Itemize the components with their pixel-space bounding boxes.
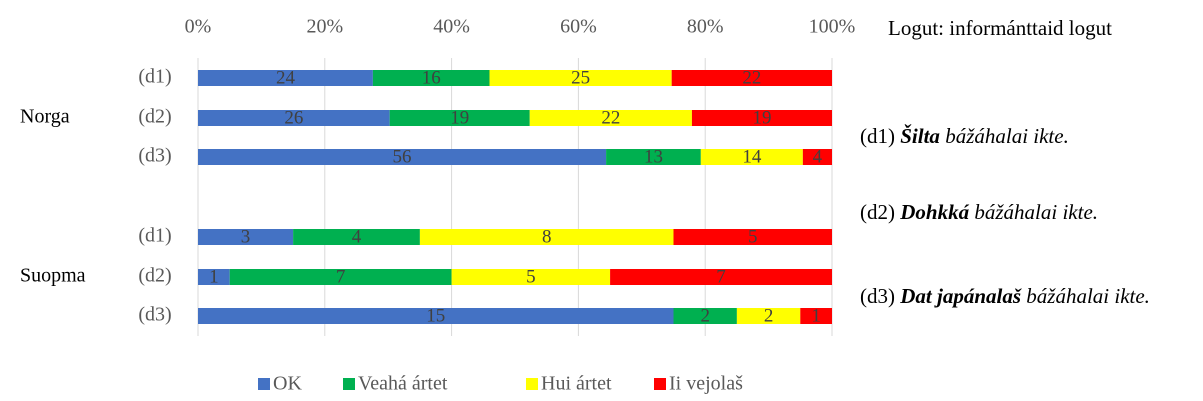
y-tick-label: (d2) (138, 265, 171, 287)
y-tick-label: (d2) (138, 106, 171, 128)
x-tick-label: 20% (306, 16, 343, 38)
legend-label: Veahá ártet (358, 373, 448, 395)
y-tick-label: (d1) (138, 225, 171, 247)
note: (d3) Dat japánalaš bážáhalai ikte. (860, 276, 1154, 316)
data-label: 4 (813, 146, 823, 167)
bar-segment (198, 149, 607, 165)
bar-segment (610, 269, 832, 285)
note-bold: Dat japánalaš (900, 284, 1022, 308)
data-label: 14 (742, 146, 762, 167)
note: (d2) Dohkká bážáhalai ikte. (860, 192, 1194, 232)
bar-segment (736, 308, 801, 324)
bar-segment (529, 110, 692, 126)
data-label: 2 (764, 305, 774, 326)
legend-swatch (343, 378, 355, 390)
bar-segment (389, 110, 530, 126)
data-label: 26 (284, 107, 303, 128)
data-label: 2 (700, 305, 710, 326)
note-code: (d2) (860, 200, 895, 224)
data-label: 24 (276, 67, 296, 88)
group-label: Suopma (20, 265, 86, 287)
data-label: 7 (336, 266, 346, 287)
data-label: 5 (526, 266, 536, 287)
x-tick-label: 60% (560, 16, 597, 38)
note-text: bážáhalai ikte. (974, 200, 1099, 224)
x-tick-label: 40% (433, 16, 470, 38)
data-label: 22 (601, 107, 620, 128)
note-text: bážáhalai ikte. (1026, 284, 1150, 308)
bar-segment (700, 149, 803, 165)
note-code: (d3) (860, 284, 895, 308)
data-label: 22 (742, 67, 761, 88)
bar-segment (293, 229, 420, 245)
bar-segment (489, 70, 672, 86)
bar-segment (198, 269, 230, 285)
legend-label: Ii vejolaš (669, 373, 743, 395)
data-label: 56 (393, 146, 412, 167)
data-label: 19 (752, 107, 771, 128)
bar-segment (673, 308, 737, 324)
note-bold: Dohkká (900, 200, 970, 224)
data-label: 4 (352, 226, 362, 247)
data-label: 15 (426, 305, 445, 326)
bar-segment (198, 229, 294, 245)
bar-segment (606, 149, 701, 165)
note-text: bážáhalai ikte. (945, 124, 1069, 148)
bar-segment (802, 149, 832, 165)
x-tick-label: 0% (185, 16, 212, 38)
x-tick-label: 80% (687, 16, 724, 38)
data-label: 13 (644, 146, 663, 167)
bar-segment (691, 110, 832, 126)
bar-segment (671, 70, 832, 86)
bar-segment (419, 229, 674, 245)
data-label: 3 (241, 226, 251, 247)
legend-swatch (654, 378, 666, 390)
data-label: 7 (716, 266, 726, 287)
legend-swatch (526, 378, 538, 390)
data-label: 19 (450, 107, 469, 128)
note-bold: Šilta (900, 124, 940, 148)
note-code: (d1) (860, 124, 895, 148)
bar-segment (451, 269, 611, 285)
annotation: Logut: informánttaid logut (888, 16, 1112, 40)
data-label: 5 (748, 226, 758, 247)
bar-segment (198, 70, 373, 86)
legend-label: Hui ártet (541, 373, 612, 395)
legend-swatch (258, 378, 270, 390)
note: (d1) Šilta bážáhalai ikte. (860, 116, 1203, 156)
bar-segment (198, 308, 674, 324)
x-tick-label: 100% (809, 16, 856, 38)
bar-segment (800, 308, 832, 324)
group-label: Norga (20, 106, 70, 128)
data-label: 16 (422, 67, 441, 88)
data-label: 1 (811, 305, 821, 326)
y-tick-label: (d1) (138, 66, 171, 88)
legend-label: OK (273, 373, 302, 395)
bar-segment (229, 269, 452, 285)
data-label: 25 (571, 67, 590, 88)
bar-segment (372, 70, 490, 86)
data-label: 8 (542, 226, 552, 247)
y-tick-label: (d3) (138, 145, 171, 167)
bar-segment (673, 229, 832, 245)
data-label: 1 (209, 266, 219, 287)
bar-segment (198, 110, 390, 126)
y-tick-label: (d3) (138, 304, 171, 326)
